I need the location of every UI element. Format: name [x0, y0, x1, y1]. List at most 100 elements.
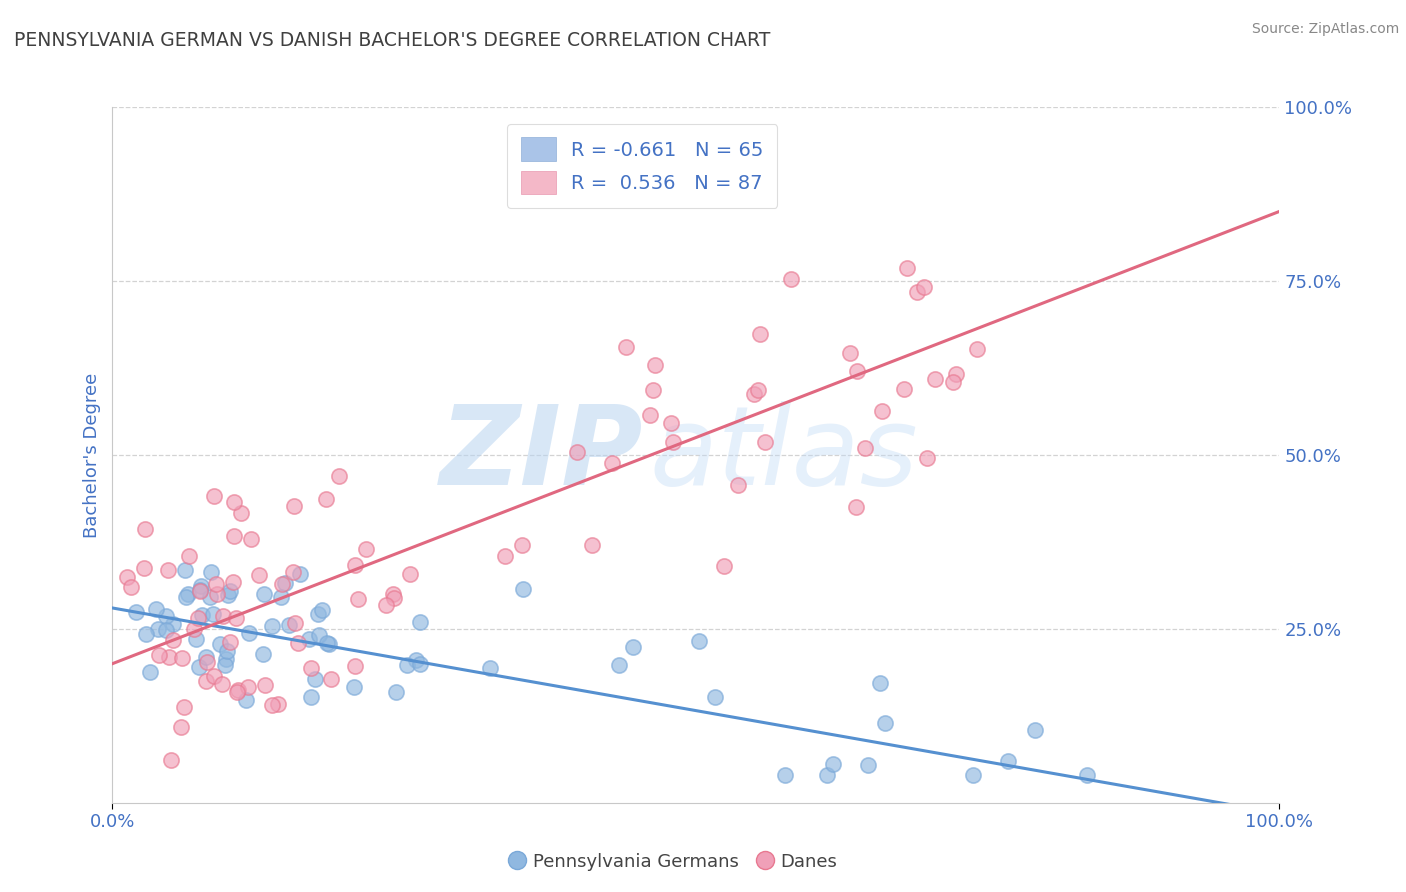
- Point: [873, 715, 896, 730]
- Point: [845, 500, 868, 514]
- Point: [744, 386, 766, 401]
- Point: [869, 676, 891, 690]
- Point: [283, 500, 305, 514]
- Point: [747, 383, 769, 397]
- Point: [274, 576, 297, 591]
- Point: [148, 622, 170, 636]
- Point: [162, 632, 184, 647]
- Point: [688, 633, 710, 648]
- Text: ZIP: ZIP: [440, 401, 644, 508]
- Point: [262, 698, 284, 713]
- Point: [252, 647, 274, 661]
- Point: [195, 650, 218, 665]
- Point: [962, 768, 984, 782]
- Point: [270, 576, 292, 591]
- Point: [225, 685, 247, 699]
- Point: [600, 456, 623, 470]
- Point: [773, 768, 796, 782]
- Point: [226, 683, 249, 698]
- Point: [399, 566, 422, 581]
- Point: [177, 587, 200, 601]
- Point: [614, 340, 637, 354]
- Point: [343, 681, 366, 695]
- Point: [187, 660, 209, 674]
- Point: [287, 636, 309, 650]
- Point: [211, 677, 233, 691]
- Point: [125, 605, 148, 619]
- Point: [713, 558, 735, 573]
- Point: [235, 693, 257, 707]
- Point: [409, 615, 432, 629]
- Point: [225, 610, 247, 624]
- Point: [896, 260, 918, 275]
- Text: PENNSYLVANIA GERMAN VS DANISH BACHELOR'S DEGREE CORRELATION CHART: PENNSYLVANIA GERMAN VS DANISH BACHELOR'S…: [14, 31, 770, 50]
- Point: [565, 445, 588, 459]
- Point: [238, 626, 260, 640]
- Point: [821, 757, 844, 772]
- Point: [912, 280, 935, 294]
- Point: [218, 583, 240, 598]
- Point: [924, 372, 946, 386]
- Point: [239, 533, 262, 547]
- Point: [621, 640, 644, 655]
- Point: [662, 435, 685, 450]
- Point: [853, 442, 876, 456]
- Point: [236, 680, 259, 694]
- Point: [315, 491, 337, 506]
- Point: [135, 627, 157, 641]
- Point: [318, 637, 340, 651]
- Point: [396, 657, 419, 672]
- Point: [307, 607, 329, 622]
- Point: [945, 367, 967, 381]
- Point: [270, 590, 292, 604]
- Point: [644, 359, 666, 373]
- Point: [219, 635, 242, 649]
- Point: [215, 652, 238, 666]
- Point: [205, 587, 228, 601]
- Point: [893, 383, 915, 397]
- Point: [278, 618, 301, 632]
- Point: [160, 752, 183, 766]
- Point: [215, 644, 238, 658]
- Point: [298, 632, 321, 646]
- Point: [308, 628, 330, 642]
- Point: [162, 616, 184, 631]
- Point: [479, 661, 502, 675]
- Point: [283, 566, 305, 580]
- Point: [198, 590, 221, 604]
- Point: [195, 674, 218, 689]
- Point: [375, 598, 398, 612]
- Point: [942, 376, 965, 390]
- Point: [156, 563, 179, 577]
- Point: [177, 549, 200, 564]
- Point: [253, 677, 276, 691]
- Point: [510, 538, 533, 552]
- Point: [224, 495, 246, 509]
- Point: [173, 563, 195, 577]
- Point: [354, 541, 377, 556]
- Point: [512, 582, 534, 596]
- Point: [184, 632, 207, 646]
- Point: [815, 768, 838, 782]
- Point: [1024, 723, 1046, 738]
- Point: [607, 658, 630, 673]
- Point: [260, 619, 283, 633]
- Point: [727, 477, 749, 491]
- Point: [267, 697, 290, 711]
- Point: [187, 610, 209, 624]
- Point: [838, 345, 860, 359]
- Point: [915, 450, 938, 465]
- Point: [138, 665, 160, 679]
- Point: [346, 591, 368, 606]
- Point: [870, 404, 893, 418]
- Point: [134, 522, 156, 536]
- Point: [190, 579, 212, 593]
- Point: [188, 582, 211, 597]
- Point: [157, 650, 180, 665]
- Legend: R = -0.661   N = 65, R =  0.536   N = 87: R = -0.661 N = 65, R = 0.536 N = 87: [508, 124, 778, 208]
- Point: [253, 587, 276, 601]
- Text: atlas: atlas: [650, 401, 918, 508]
- Point: [217, 588, 239, 602]
- Point: [997, 754, 1019, 768]
- Point: [581, 538, 603, 552]
